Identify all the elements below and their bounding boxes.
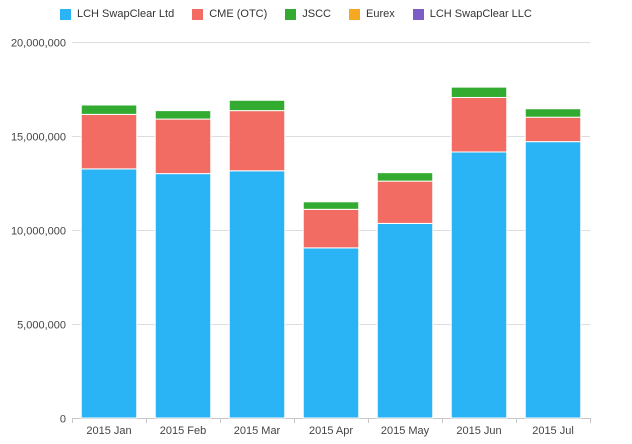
legend-label: Eurex	[366, 8, 395, 20]
y-axis: 0 5,000,000 10,000,000 15,000,000 20,000,000	[11, 38, 66, 426]
chart-legend: LCH SwapClear Ltd CME (OTC) JSCC Eurex L…	[60, 8, 550, 20]
bar-segment-cme-otc[interactable]	[80, 113, 138, 170]
bars-layer	[80, 86, 582, 419]
legend-swatch-eurex	[349, 8, 360, 20]
y-tick-label: 0	[60, 414, 66, 426]
bar-segment-cme-otc[interactable]	[228, 110, 286, 172]
x-tick-label: 2015 Mar	[234, 425, 281, 437]
bar-segment-jscc[interactable]	[524, 108, 582, 118]
legend-label: LCH SwapClear Ltd	[77, 8, 175, 20]
bar-segment-cme-otc[interactable]	[450, 96, 508, 153]
bar-segment-jscc[interactable]	[80, 104, 138, 115]
bar-segment-jscc[interactable]	[228, 99, 286, 112]
bar-segment-lch-swapclear-ltd[interactable]	[450, 151, 508, 419]
bar-segment-jscc[interactable]	[450, 86, 508, 98]
legend-item-lch-swapclear-llc[interactable]: LCH SwapClear LLC	[412, 8, 532, 20]
x-tick-label: 2015 Feb	[160, 425, 206, 437]
legend-swatch-cme-otc	[192, 8, 204, 20]
bar-segment-jscc[interactable]	[302, 201, 360, 210]
bar-segment-cme-otc[interactable]	[524, 116, 582, 143]
bar-segment-jscc[interactable]	[154, 110, 212, 120]
x-tick-label: 2015 Jun	[456, 425, 501, 437]
bar-segment-lch-swapclear-ltd[interactable]	[376, 222, 434, 419]
bar-segment-cme-otc[interactable]	[302, 208, 360, 249]
x-tick-label: 2015 Apr	[309, 425, 353, 437]
y-tick-label: 20,000,000	[11, 38, 66, 50]
legend-item-lch-swapclear-ltd[interactable]: LCH SwapClear Ltd	[60, 8, 174, 20]
bar-segment-lch-swapclear-ltd[interactable]	[154, 173, 212, 419]
bar-segment-lch-swapclear-ltd[interactable]	[524, 141, 582, 419]
legend-item-eurex[interactable]: Eurex	[349, 8, 395, 20]
y-tick-label: 10,000,000	[11, 226, 66, 238]
legend-swatch-lch-swapclear-ltd	[60, 8, 71, 20]
bar-segment-jscc[interactable]	[376, 172, 434, 182]
legend-label: LCH SwapClear LLC	[429, 8, 532, 20]
y-tick-label: 15,000,000	[11, 132, 66, 144]
x-tick-label: 2015 Jul	[532, 425, 574, 437]
bar-segment-cme-otc[interactable]	[154, 118, 212, 175]
legend-item-cme-otc[interactable]: CME (OTC)	[192, 8, 267, 20]
bar-segment-lch-swapclear-ltd[interactable]	[80, 168, 138, 419]
bar-segment-cme-otc[interactable]	[376, 180, 434, 224]
legend-item-jscc[interactable]: JSCC	[285, 8, 331, 20]
legend-label: JSCC	[302, 8, 331, 20]
bar-segment-lch-swapclear-ltd[interactable]	[228, 170, 286, 419]
y-tick-label: 5,000,000	[17, 320, 66, 332]
legend-label: CME (OTC)	[209, 8, 268, 20]
bar-segment-lch-swapclear-ltd[interactable]	[302, 247, 360, 419]
legend-swatch-jscc	[285, 8, 297, 20]
x-tick-label: 2015 Jan	[86, 425, 131, 437]
x-tick-label: 2015 May	[381, 425, 430, 437]
legend-swatch-lch-swapclear-llc	[412, 8, 424, 20]
x-axis: 2015 Jan 2015 Feb 2015 Mar 2015 Apr 2015 May…	[72, 418, 591, 437]
